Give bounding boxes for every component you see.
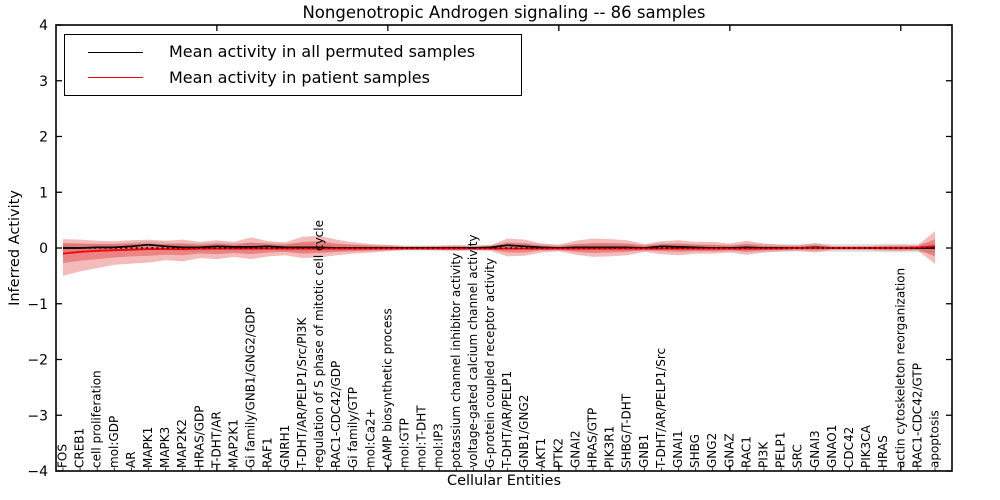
x-tick-label: FOS — [56, 444, 70, 468]
x-tick-label: mol:GTP — [398, 418, 412, 468]
x-tick-label: mol:Ca2+ — [363, 408, 377, 468]
y-tick-label: −2 — [27, 353, 48, 369]
x-tick-label: SHBG/T-DHT — [620, 393, 634, 468]
x-tick-label: SRC — [791, 444, 805, 468]
x-tick-label: RAF1 — [261, 437, 275, 468]
x-tick-label: GNAZ — [722, 433, 736, 468]
x-tick-label: GNAI1 — [671, 430, 685, 468]
legend-item-patient: Mean activity in patient samples — [65, 67, 521, 87]
y-tick-label: 0 — [39, 241, 48, 257]
x-tick-label: AKT1 — [534, 438, 548, 468]
x-tick-label: RAC1-CDC42/GTP — [910, 363, 924, 468]
x-tick-label: regulation of S phase of mitotic cell cy… — [312, 220, 326, 468]
y-tick-label: −1 — [27, 297, 48, 313]
y-tick-label: −3 — [27, 408, 48, 424]
x-tick-label: SHBG — [688, 434, 702, 468]
x-tick-label: MAPK3 — [158, 427, 172, 468]
legend-label-patient: Mean activity in patient samples — [169, 67, 430, 87]
patient-line-swatch — [88, 77, 143, 79]
x-axis-ticks — [62, 25, 936, 471]
x-tick-label: PIK3R1 — [603, 426, 617, 468]
patient-band-outer — [63, 231, 935, 276]
x-tick-label: HRAS — [876, 435, 890, 468]
x-tick-label: PI3K — [757, 441, 771, 468]
chart-title: Nongenotropic Androgen signaling -- 86 s… — [302, 3, 706, 22]
x-tick-label: CREB1 — [73, 428, 87, 468]
x-tick-label: HRAS/GDP — [192, 405, 206, 468]
y-axis-ticks — [56, 24, 952, 472]
legend: Mean activity in all permuted samples Me… — [64, 34, 522, 96]
x-tick-label: GNRH1 — [278, 425, 292, 468]
x-tick-label: PTK2 — [551, 438, 565, 468]
x-tick-label: cAMP biosynthetic process — [380, 308, 394, 468]
x-tick-label: RAC1 — [739, 436, 753, 468]
patient-mean-line — [62, 245, 936, 255]
x-tick-label: PELP1 — [774, 432, 788, 468]
x-tick-label: voltage-gated calcium channel activity — [466, 234, 480, 468]
x-tick-label: GNAO1 — [825, 425, 839, 468]
x-tick-label: MAP2K1 — [227, 419, 241, 468]
x-tick-label: T-DHT/AR/PELP1/Src — [654, 348, 668, 469]
y-tick-label: 4 — [39, 18, 48, 34]
x-tick-label: mol:GDP — [107, 416, 121, 468]
x-tick-label: AR — [124, 451, 138, 468]
legend-item-permuted: Mean activity in all permuted samples — [65, 44, 521, 60]
y-tick-label: 1 — [39, 185, 48, 201]
x-tick-label: G-protein coupled receptor activity — [483, 258, 497, 468]
x-tick-label: Gi family/GNB1/GNG2/GDP — [244, 307, 258, 468]
y-tick-label: 3 — [39, 74, 48, 90]
x-tick-label: GNAI2 — [568, 430, 582, 468]
x-tick-label: potassium channel inhibitor activity — [449, 253, 463, 468]
y-axis-label: Inferred Activity — [7, 190, 23, 306]
x-tick-label: CDC42 — [842, 427, 856, 468]
x-tick-label: Gi family/GTP — [346, 387, 360, 468]
y-tick-labels: 4 3 2 1 0 −1 −2 −3 −4 — [27, 18, 48, 480]
x-tick-label: MAP2K2 — [175, 419, 189, 468]
permuted-line-swatch — [88, 51, 143, 53]
x-tick-label: GNAI3 — [808, 430, 822, 468]
x-tick-label: GNG2 — [705, 433, 719, 468]
x-tick-label: apoptosis — [928, 410, 942, 468]
patient-band-inner — [63, 239, 935, 264]
x-tick-label: GNB1 — [637, 434, 651, 468]
x-tick-label: HRAS/GTP — [586, 408, 600, 468]
x-tick-label: RAC1-CDC42/GDP — [329, 361, 343, 468]
x-tick-label: mol:T-DHT — [415, 405, 429, 468]
x-tick-labels: FOS CREB1 cell proliferation mol:GDP AR MAPK1… — [56, 220, 942, 469]
x-tick-label: PIK3CA — [859, 424, 873, 468]
x-tick-label: actin cytoskeleton reorganization — [893, 268, 907, 468]
x-tick-label: cell proliferation — [90, 370, 104, 468]
y-tick-label: 2 — [39, 130, 48, 146]
x-tick-label: MAPK1 — [141, 427, 155, 468]
x-tick-label: T-DHT/AR/PELP1/Src/PI3K — [295, 316, 309, 469]
x-tick-label: mol:IP3 — [432, 423, 446, 468]
x-tick-label: T-DHT/AR/PELP1 — [500, 371, 514, 469]
x-axis-label: Cellular Entities — [446, 473, 562, 489]
x-tick-label: T-DHT/AR — [209, 411, 223, 469]
x-tick-label: GNB1/GNG2 — [517, 395, 531, 468]
y-tick-label: −4 — [27, 464, 48, 480]
legend-label-permuted: Mean activity in all permuted samples — [169, 42, 476, 62]
